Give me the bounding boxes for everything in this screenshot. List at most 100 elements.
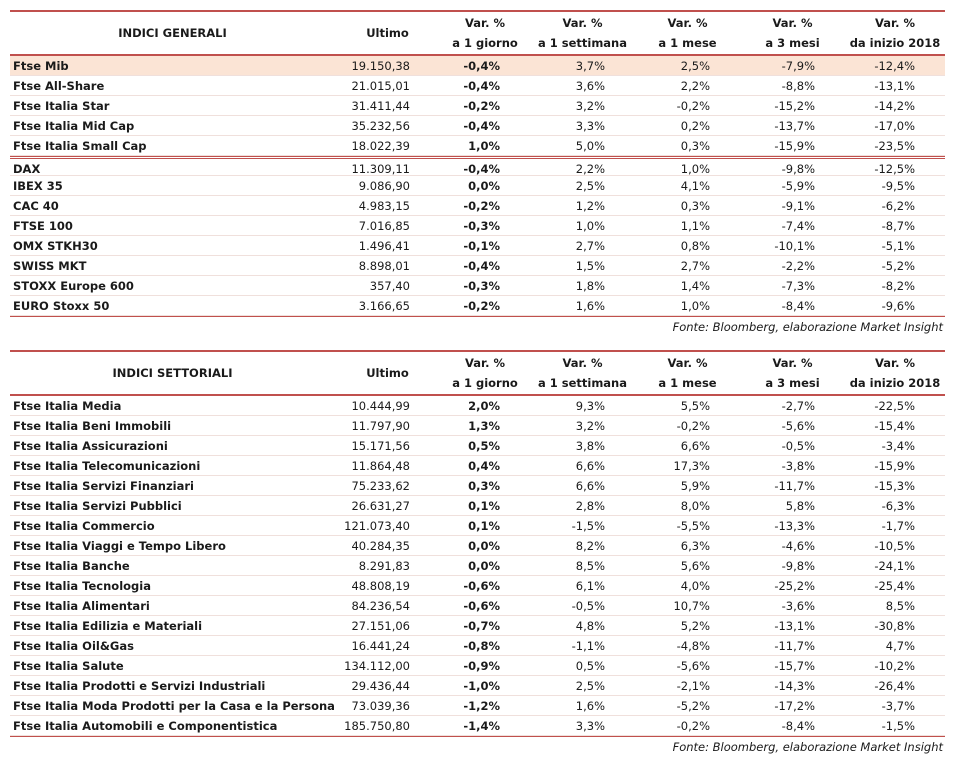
- cell: 6,1%: [575, 579, 605, 593]
- cell: -9,8%: [781, 162, 815, 175]
- cell: 21.015,01: [351, 79, 410, 93]
- cell: -15,9%: [874, 459, 915, 473]
- cell: 73.039,36: [351, 699, 410, 713]
- table-row: Ftse Italia Alimentari 84.236,54 -0,6% -0,5…: [10, 596, 945, 616]
- table-row: Ftse Italia Oil&Gas 16.441,24 -0,8% -1,1% -4…: [10, 636, 945, 656]
- cell: 1,6%: [575, 699, 605, 713]
- cell: -13,7%: [774, 119, 815, 133]
- header-row: INDICI SETTORIALI Ultimo Var. % a 1 giorno V…: [10, 350, 945, 396]
- cell: 0,3%: [680, 199, 710, 213]
- cell: -2,2%: [781, 259, 815, 273]
- cell: -0,4%: [463, 119, 500, 133]
- cell: -17,2%: [774, 699, 815, 713]
- cell: -4,8%: [676, 639, 710, 653]
- cell: 8,2%: [575, 539, 605, 553]
- cell: 10.444,99: [351, 399, 410, 413]
- cell: 3,2%: [575, 99, 605, 113]
- cell: -13,3%: [774, 519, 815, 533]
- header-text: INDICI GENERALI: [118, 26, 227, 40]
- header-text: a 1 mese: [658, 36, 717, 50]
- header-text: Var. %: [772, 356, 813, 370]
- row-label: CAC 40: [13, 199, 59, 213]
- cell: -8,7%: [881, 219, 915, 233]
- cell: -17,0%: [874, 119, 915, 133]
- cell: 1,8%: [575, 279, 605, 293]
- header-text: Var. %: [562, 16, 603, 30]
- table: INDICI SETTORIALI Ultimo Var. % a 1 giorno V…: [10, 350, 945, 757]
- cell: -2,1%: [676, 679, 710, 693]
- row-label: Ftse Italia Servizi Finanziari: [13, 479, 194, 493]
- header-text: Var. %: [667, 356, 708, 370]
- header-cell: INDICI SETTORIALI: [10, 352, 335, 394]
- header-text: da inizio 2018: [849, 376, 941, 390]
- header-row: INDICI GENERALI Ultimo Var. % a 1 giorno Var…: [10, 10, 945, 56]
- cell: -0,8%: [463, 639, 500, 653]
- cell: 31.411,44: [351, 99, 410, 113]
- table-row: CAC 40 4.983,15 -0,2% 1,2% 0,3% -9,1% -6,2%: [10, 196, 945, 216]
- cell: 40.284,35: [351, 539, 410, 553]
- cell: -9,1%: [781, 199, 815, 213]
- cell: -0,2%: [676, 99, 710, 113]
- cell: 0,1%: [468, 519, 500, 533]
- cell: 9,3%: [575, 399, 605, 413]
- header-text: a 1 mese: [658, 376, 717, 390]
- cell: 0,0%: [468, 539, 500, 553]
- cell: 0,0%: [468, 179, 500, 193]
- cell: 5,9%: [680, 479, 710, 493]
- table-row: EURO Stoxx 50 3.166,65 -0,2% 1,6% 1,0% -8,4% -…: [10, 296, 945, 316]
- row-label: Ftse Italia Edilizia e Materiali: [13, 619, 203, 633]
- header-text: a 1 settimana: [537, 376, 628, 390]
- table-row: Ftse Italia Mid Cap 35.232,56 -0,4% 3,3% 0,2…: [10, 116, 945, 136]
- cell: -30,8%: [874, 619, 915, 633]
- table-row: Ftse Italia Commercio 121.073,40 0,1% -1,5%…: [10, 516, 945, 536]
- cell: -7,9%: [781, 59, 815, 73]
- cell: 3,6%: [575, 79, 605, 93]
- cell: 4,7%: [885, 639, 915, 653]
- cell: 4.983,15: [358, 199, 410, 213]
- cell: -14,2%: [874, 99, 915, 113]
- header-cell: Ultimo: [335, 352, 440, 394]
- cell: 10,7%: [673, 599, 710, 613]
- cell: -5,9%: [781, 179, 815, 193]
- cell: 1.496,41: [358, 239, 410, 253]
- cell: 3,2%: [575, 419, 605, 433]
- table-row: Ftse Italia Servizi Finanziari 75.233,62 0…: [10, 476, 945, 496]
- header-text: Var. %: [465, 16, 505, 30]
- header-text: a 1 giorno: [452, 376, 518, 390]
- cell: 2,8%: [575, 499, 605, 513]
- cell: 121.073,40: [344, 519, 410, 533]
- cell: 6,6%: [575, 479, 605, 493]
- header-cell: Var. % a 1 settimana: [530, 352, 635, 394]
- header-text: Ultimo: [366, 26, 409, 40]
- table-row: DAX 11.309,11 -0,4% 2,2% 1,0% -9,8% -12,5%: [10, 156, 945, 176]
- cell: 0,5%: [468, 439, 500, 453]
- table-row: Ftse Italia Servizi Pubblici 26.631,27 0,1…: [10, 496, 945, 516]
- cell: -0,4%: [463, 162, 500, 175]
- cell: 0,0%: [468, 559, 500, 573]
- cell: 1,0%: [680, 162, 710, 175]
- cell: 0,8%: [680, 239, 710, 253]
- cell: 19.150,38: [351, 59, 410, 73]
- table-row: Ftse Italia Moda Prodotti per la Casa e …: [10, 696, 945, 716]
- cell: 11.309,11: [351, 162, 410, 175]
- cell: 357,40: [369, 279, 410, 293]
- table-row: Ftse Italia Small Cap 18.022,39 1,0% 5,0% 0,…: [10, 136, 945, 156]
- header-cell: Var. % da inizio 2018: [845, 352, 945, 394]
- cell: 2,0%: [468, 399, 500, 413]
- cell: 1,0%: [575, 219, 605, 233]
- cell: -0,4%: [463, 79, 500, 93]
- cell: -0,2%: [463, 99, 500, 113]
- source-note: Fonte: Bloomberg, elaborazione Market In…: [10, 316, 945, 337]
- row-label: Ftse Italia Media: [13, 399, 122, 413]
- cell: -5,2%: [676, 699, 710, 713]
- cell: -1,2%: [463, 699, 500, 713]
- row-label: Ftse Italia Small Cap: [13, 139, 147, 153]
- cell: 8.898,01: [358, 259, 410, 273]
- cell: 8,0%: [680, 499, 710, 513]
- cell: -23,5%: [874, 139, 915, 153]
- cell: -3,4%: [881, 439, 915, 453]
- row-label: Ftse Italia Mid Cap: [13, 119, 135, 133]
- cell: 75.233,62: [351, 479, 410, 493]
- row-label: Ftse Italia Star: [13, 99, 110, 113]
- cell: -13,1%: [774, 619, 815, 633]
